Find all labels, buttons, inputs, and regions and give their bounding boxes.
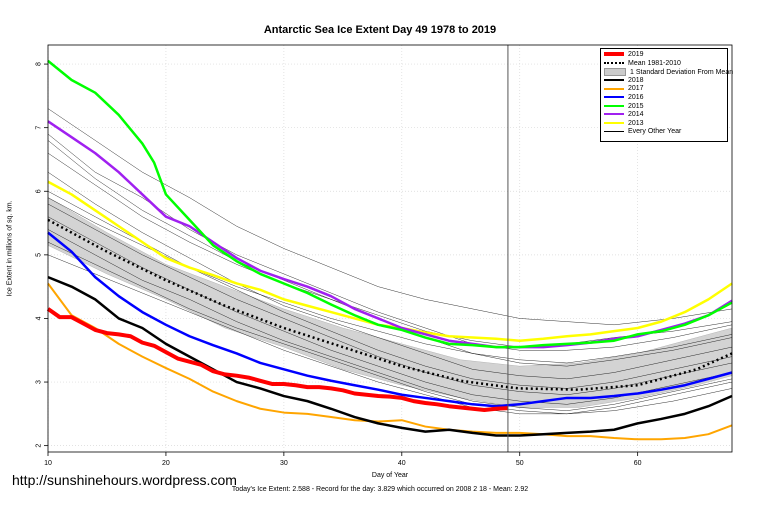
legend-label: Every Other Year (628, 128, 682, 136)
every-other-year-line (47, 108, 733, 326)
x-tick-label: 50 (516, 460, 524, 467)
every-other-year-line (47, 203, 733, 396)
legend-item: 2017 (604, 85, 727, 94)
legend-swatch (604, 104, 624, 107)
std-dev-band (47, 197, 733, 408)
every-other-year-line (47, 229, 733, 411)
legend-item: 2015 (604, 103, 727, 112)
chart-title: Antarctic Sea Ice Extent Day 49 1978 to … (263, 24, 497, 36)
legend-swatch (604, 121, 624, 124)
y-tick-label: 3 (36, 380, 43, 384)
series-line-2019 (46, 307, 509, 413)
watermark-url: http://sunshinehours.wordpress.com (12, 472, 237, 488)
legend-item: Mean 1981-2010 (604, 60, 727, 69)
legend-item: 1 Standard Deviation From Mean (604, 68, 733, 77)
y-axis-label: Ice Extent in millions of sq. km. (6, 200, 14, 297)
legend-item: 2019 (604, 51, 727, 60)
std-dev-band-area (47, 197, 733, 408)
series-line-2017 (47, 282, 733, 441)
legend-label: 2014 (628, 111, 644, 119)
axes: 10 20 30 40 50 60 2 3 4 5 6 7 8 (36, 44, 733, 467)
every-other-year-line (47, 140, 733, 348)
legend-swatch (604, 87, 624, 90)
legend-item: 2016 (604, 94, 727, 103)
legend-item: 2014 (604, 111, 727, 120)
legend-item: 2013 (604, 120, 727, 129)
legend-swatch (604, 68, 626, 77)
legend-label: 2013 (628, 119, 644, 127)
every-other-year-line (47, 254, 733, 415)
legend-label: Mean 1981-2010 (628, 59, 681, 67)
x-axis-label: Day of Year (371, 472, 409, 479)
x-tick-label: 30 (280, 460, 288, 467)
legend-swatch (604, 61, 624, 64)
legend-label: 2019 (628, 51, 644, 58)
every-other-year-line (47, 241, 733, 415)
y-tick-label: 4 (36, 316, 43, 320)
y-tick-label: 6 (36, 189, 43, 193)
legend-swatch (604, 52, 624, 57)
legend-label: 1 Standard Deviation From Mean (630, 69, 734, 77)
x-tick-label: 40 (398, 460, 406, 467)
legend-swatch (604, 131, 624, 132)
legend: 2019 Mean 1981-2010 1 Standard Deviation F… (600, 48, 733, 142)
legend-label: 2017 (628, 85, 644, 93)
every-other-year-line (47, 216, 733, 405)
x-tick-label: 60 (634, 460, 642, 467)
legend-label: 2015 (628, 102, 644, 110)
series-line-2015 (47, 59, 733, 349)
series-line-2016 (47, 231, 733, 408)
series-lines (46, 59, 733, 441)
series-line-2018 (47, 275, 733, 437)
legend-swatch (604, 96, 624, 99)
y-tick-label: 2 (36, 444, 43, 448)
y-tick-label: 5 (36, 253, 43, 257)
x-tick-label: 20 (162, 460, 170, 467)
legend-item: 2018 (604, 77, 727, 86)
legend-item: Every Other Year (604, 128, 727, 137)
y-tick-label: 8 (36, 62, 43, 66)
every-other-year-line (47, 171, 733, 380)
y-tick-label: 7 (36, 126, 43, 130)
footer-stats: Today's Ice Extent: 2.588 - Record for t… (231, 486, 529, 493)
legend-swatch (604, 113, 624, 116)
every-other-year-line (47, 191, 733, 389)
plot-frame (47, 44, 733, 453)
legend-swatch (604, 78, 624, 81)
legend-label: 2016 (628, 93, 644, 101)
legend-label: 2018 (628, 76, 644, 84)
x-tick-label: 10 (44, 460, 52, 467)
